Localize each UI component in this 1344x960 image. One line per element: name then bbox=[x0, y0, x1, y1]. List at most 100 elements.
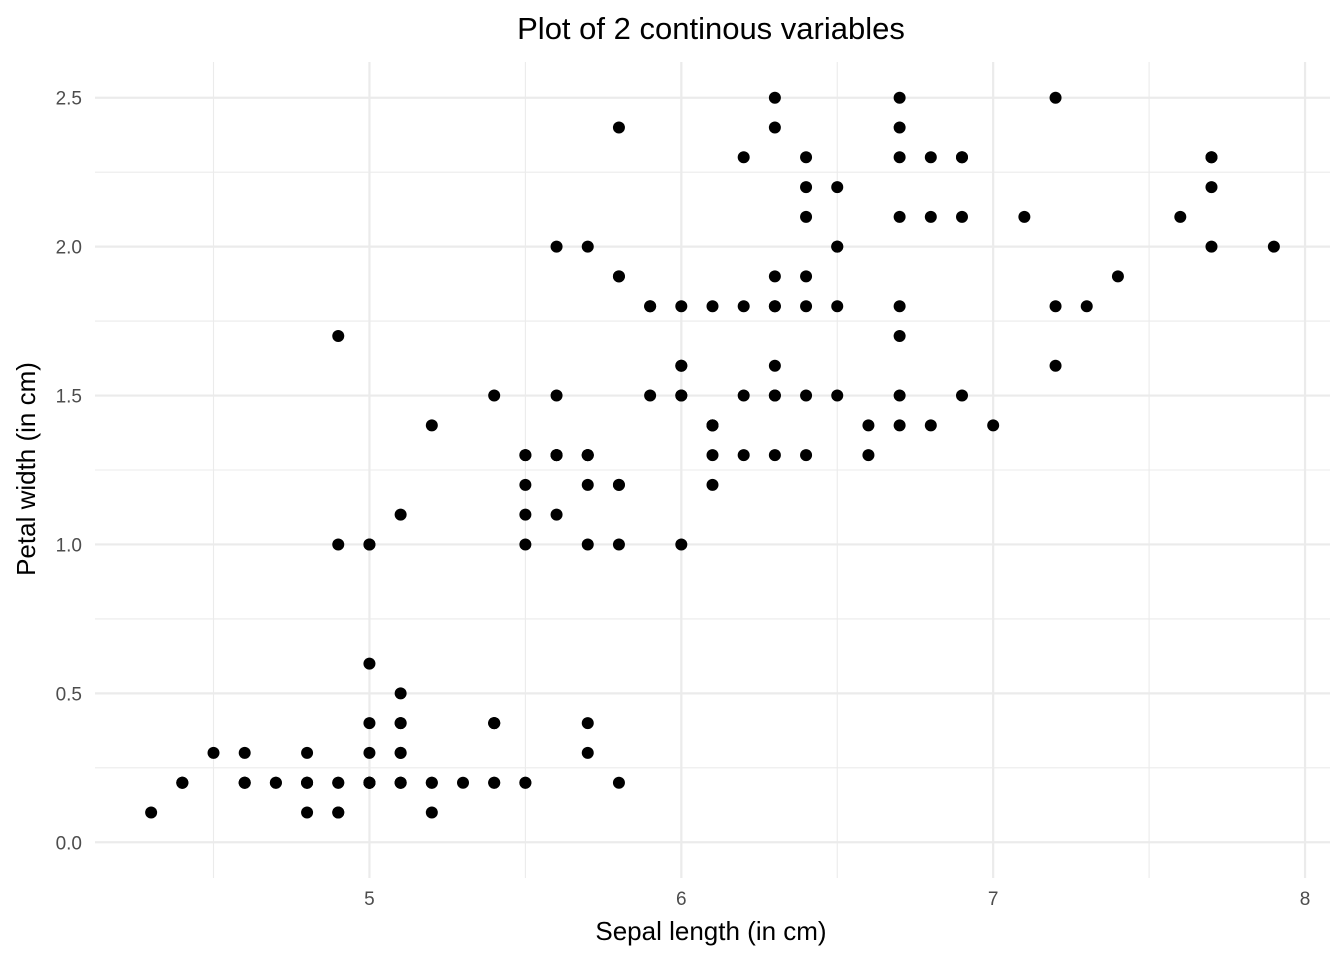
data-point bbox=[1174, 210, 1187, 223]
data-point bbox=[955, 151, 968, 164]
data-point bbox=[893, 210, 906, 223]
data-point bbox=[612, 538, 625, 551]
y-axis-tick-labels: 0.0 0.5 1.0 1.5 2.0 2.5 bbox=[56, 89, 82, 855]
data-point bbox=[612, 478, 625, 491]
data-point bbox=[737, 389, 750, 402]
data-point bbox=[488, 776, 501, 789]
data-point bbox=[425, 806, 438, 819]
data-point bbox=[768, 359, 781, 372]
data-point bbox=[768, 121, 781, 134]
data-point bbox=[800, 389, 813, 402]
data-point bbox=[145, 806, 158, 819]
minor-gridlines bbox=[95, 62, 1330, 878]
y-tick-label: 0.0 bbox=[56, 833, 82, 854]
data-point bbox=[893, 300, 906, 313]
data-point bbox=[363, 746, 376, 759]
data-point bbox=[644, 300, 657, 313]
data-point bbox=[831, 240, 844, 253]
x-axis-tick-labels: 5 6 7 8 bbox=[364, 889, 1310, 910]
data-point bbox=[831, 389, 844, 402]
data-point bbox=[955, 389, 968, 402]
data-point bbox=[800, 449, 813, 462]
data-point bbox=[675, 359, 688, 372]
data-point bbox=[1267, 240, 1280, 253]
data-point bbox=[706, 449, 719, 462]
data-point bbox=[800, 181, 813, 194]
data-point bbox=[737, 449, 750, 462]
data-point bbox=[706, 478, 719, 491]
data-point bbox=[893, 151, 906, 164]
data-point bbox=[550, 240, 563, 253]
x-tick-label: 6 bbox=[676, 889, 687, 910]
data-point bbox=[893, 389, 906, 402]
data-point bbox=[394, 508, 407, 521]
data-point bbox=[1049, 359, 1062, 372]
data-point bbox=[550, 449, 563, 462]
data-point bbox=[924, 419, 937, 432]
data-point bbox=[1205, 181, 1218, 194]
data-point bbox=[1080, 300, 1093, 313]
data-point bbox=[519, 508, 532, 521]
data-point bbox=[332, 329, 345, 342]
data-point bbox=[1205, 151, 1218, 164]
data-point bbox=[550, 389, 563, 402]
data-point bbox=[768, 449, 781, 462]
data-point bbox=[269, 776, 282, 789]
data-point bbox=[737, 151, 750, 164]
data-point bbox=[831, 300, 844, 313]
chart-title: Plot of 2 continous variables bbox=[517, 11, 905, 46]
data-point bbox=[768, 270, 781, 283]
y-tick-label: 0.5 bbox=[56, 684, 82, 705]
data-point bbox=[238, 776, 251, 789]
data-point bbox=[488, 389, 501, 402]
data-point bbox=[1049, 300, 1062, 313]
data-point bbox=[394, 687, 407, 700]
data-point bbox=[862, 449, 875, 462]
data-point bbox=[332, 806, 345, 819]
data-point bbox=[831, 181, 844, 194]
major-gridlines bbox=[95, 62, 1330, 878]
y-axis-title: Petal width (in cm) bbox=[11, 362, 41, 576]
data-point bbox=[363, 538, 376, 551]
data-point bbox=[519, 449, 532, 462]
data-point bbox=[706, 300, 719, 313]
data-points bbox=[145, 91, 1280, 819]
data-point bbox=[488, 717, 501, 730]
data-point bbox=[768, 389, 781, 402]
y-tick-label: 1.0 bbox=[56, 535, 82, 556]
data-point bbox=[332, 538, 345, 551]
x-axis-title: Sepal length (in cm) bbox=[595, 916, 826, 946]
data-point bbox=[800, 270, 813, 283]
data-point bbox=[332, 776, 345, 789]
data-point bbox=[581, 717, 594, 730]
data-point bbox=[1111, 270, 1124, 283]
data-point bbox=[893, 121, 906, 134]
data-point bbox=[301, 746, 314, 759]
x-tick-label: 8 bbox=[1300, 889, 1311, 910]
data-point bbox=[1018, 210, 1031, 223]
data-point bbox=[675, 300, 688, 313]
data-point bbox=[581, 240, 594, 253]
data-point bbox=[363, 717, 376, 730]
data-point bbox=[457, 776, 470, 789]
data-point bbox=[675, 538, 688, 551]
data-point bbox=[581, 478, 594, 491]
data-point bbox=[612, 270, 625, 283]
data-point bbox=[893, 91, 906, 104]
data-point bbox=[519, 478, 532, 491]
data-point bbox=[301, 776, 314, 789]
x-tick-label: 5 bbox=[364, 889, 375, 910]
data-point bbox=[768, 91, 781, 104]
data-point bbox=[862, 419, 875, 432]
data-point bbox=[612, 121, 625, 134]
data-point bbox=[550, 508, 563, 521]
data-point bbox=[955, 210, 968, 223]
data-point bbox=[1049, 91, 1062, 104]
data-point bbox=[612, 776, 625, 789]
data-point bbox=[207, 746, 220, 759]
data-point bbox=[519, 538, 532, 551]
x-tick-label: 7 bbox=[988, 889, 999, 910]
y-tick-label: 2.0 bbox=[56, 238, 82, 259]
data-point bbox=[519, 776, 532, 789]
